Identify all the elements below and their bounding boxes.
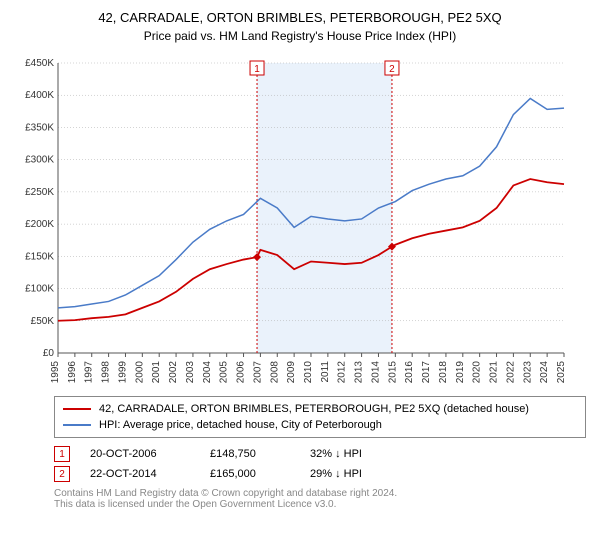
chart-container: £0 £50K £100K £150K £200K £250K £300K £350K £400…: [14, 53, 574, 388]
svg-text:2009: 2009: [286, 361, 297, 383]
sale-records: 1 20-OCT-2006 £148,750 32% ↓ HPI 2 22-OCT-201…: [54, 444, 586, 484]
svg-text:2016: 2016: [404, 361, 415, 383]
footer-line2: This data is licensed under the Open Gov…: [54, 499, 586, 510]
svg-text:2014: 2014: [370, 361, 381, 383]
page-title: 42, CARRADALE, ORTON BRIMBLES, PETERBORO…: [10, 10, 590, 25]
svg-text:2001: 2001: [151, 361, 162, 383]
sale-marker: 2: [54, 466, 70, 482]
svg-text:2008: 2008: [269, 361, 280, 383]
sale-row: 1 20-OCT-2006 £148,750 32% ↓ HPI: [54, 444, 586, 464]
legend-label-hpi: HPI: Average price, detached house, City…: [99, 419, 382, 431]
svg-text:2022: 2022: [505, 361, 516, 383]
sale-diff: 32% ↓ HPI: [310, 448, 410, 460]
svg-text:£200K: £200K: [25, 219, 54, 230]
svg-text:2004: 2004: [202, 361, 213, 383]
svg-text:£400K: £400K: [25, 90, 54, 101]
svg-text:2021: 2021: [489, 361, 500, 383]
sale-price: £148,750: [210, 448, 290, 460]
svg-text:2011: 2011: [320, 361, 331, 383]
svg-text:2023: 2023: [522, 361, 533, 383]
svg-text:2015: 2015: [387, 361, 398, 383]
svg-text:£250K: £250K: [25, 187, 54, 198]
svg-text:2003: 2003: [185, 361, 196, 383]
svg-text:£50K: £50K: [31, 316, 55, 327]
sale-date: 22-OCT-2014: [90, 468, 190, 480]
svg-text:£300K: £300K: [25, 155, 54, 166]
svg-text:2002: 2002: [168, 361, 179, 383]
svg-text:2013: 2013: [354, 361, 365, 383]
svg-text:£450K: £450K: [25, 58, 54, 69]
svg-text:2006: 2006: [236, 361, 247, 383]
svg-text:2025: 2025: [556, 361, 567, 383]
footer: Contains HM Land Registry data © Crown c…: [54, 488, 586, 510]
svg-text:2005: 2005: [219, 361, 230, 383]
svg-text:£150K: £150K: [25, 251, 54, 262]
sale-price: £165,000: [210, 468, 290, 480]
svg-text:2010: 2010: [303, 361, 314, 383]
svg-text:1998: 1998: [101, 361, 112, 383]
sale-date: 20-OCT-2006: [90, 448, 190, 460]
svg-text:£0: £0: [43, 348, 55, 359]
legend-label-property: 42, CARRADALE, ORTON BRIMBLES, PETERBORO…: [99, 403, 529, 415]
legend-swatch-hpi: [63, 424, 91, 426]
footer-line1: Contains HM Land Registry data © Crown c…: [54, 488, 586, 499]
svg-text:1995: 1995: [50, 361, 61, 383]
sale-row: 2 22-OCT-2014 £165,000 29% ↓ HPI: [54, 464, 586, 484]
svg-text:2019: 2019: [455, 361, 466, 383]
svg-text:1996: 1996: [67, 361, 78, 383]
svg-text:£350K: £350K: [25, 122, 54, 133]
sale-diff: 29% ↓ HPI: [310, 468, 410, 480]
page-subtitle: Price paid vs. HM Land Registry's House …: [10, 29, 590, 43]
legend-swatch-property: [63, 408, 91, 410]
svg-text:2024: 2024: [539, 361, 550, 383]
svg-text:2012: 2012: [337, 361, 348, 383]
svg-text:2017: 2017: [421, 361, 432, 383]
svg-text:2020: 2020: [472, 361, 483, 383]
legend: 42, CARRADALE, ORTON BRIMBLES, PETERBORO…: [54, 396, 586, 438]
svg-text:1999: 1999: [117, 361, 128, 383]
legend-row-hpi: HPI: Average price, detached house, City…: [63, 417, 577, 433]
svg-text:£100K: £100K: [25, 284, 54, 295]
legend-row-property: 42, CARRADALE, ORTON BRIMBLES, PETERBORO…: [63, 401, 577, 417]
price-chart: £0 £50K £100K £150K £200K £250K £300K £350K £400…: [14, 53, 574, 383]
svg-text:1997: 1997: [84, 361, 95, 383]
svg-text:1: 1: [254, 64, 260, 75]
svg-text:2007: 2007: [252, 361, 263, 383]
svg-text:2: 2: [389, 64, 395, 75]
sale-marker: 1: [54, 446, 70, 462]
svg-text:2018: 2018: [438, 361, 449, 383]
svg-text:2000: 2000: [134, 361, 145, 383]
